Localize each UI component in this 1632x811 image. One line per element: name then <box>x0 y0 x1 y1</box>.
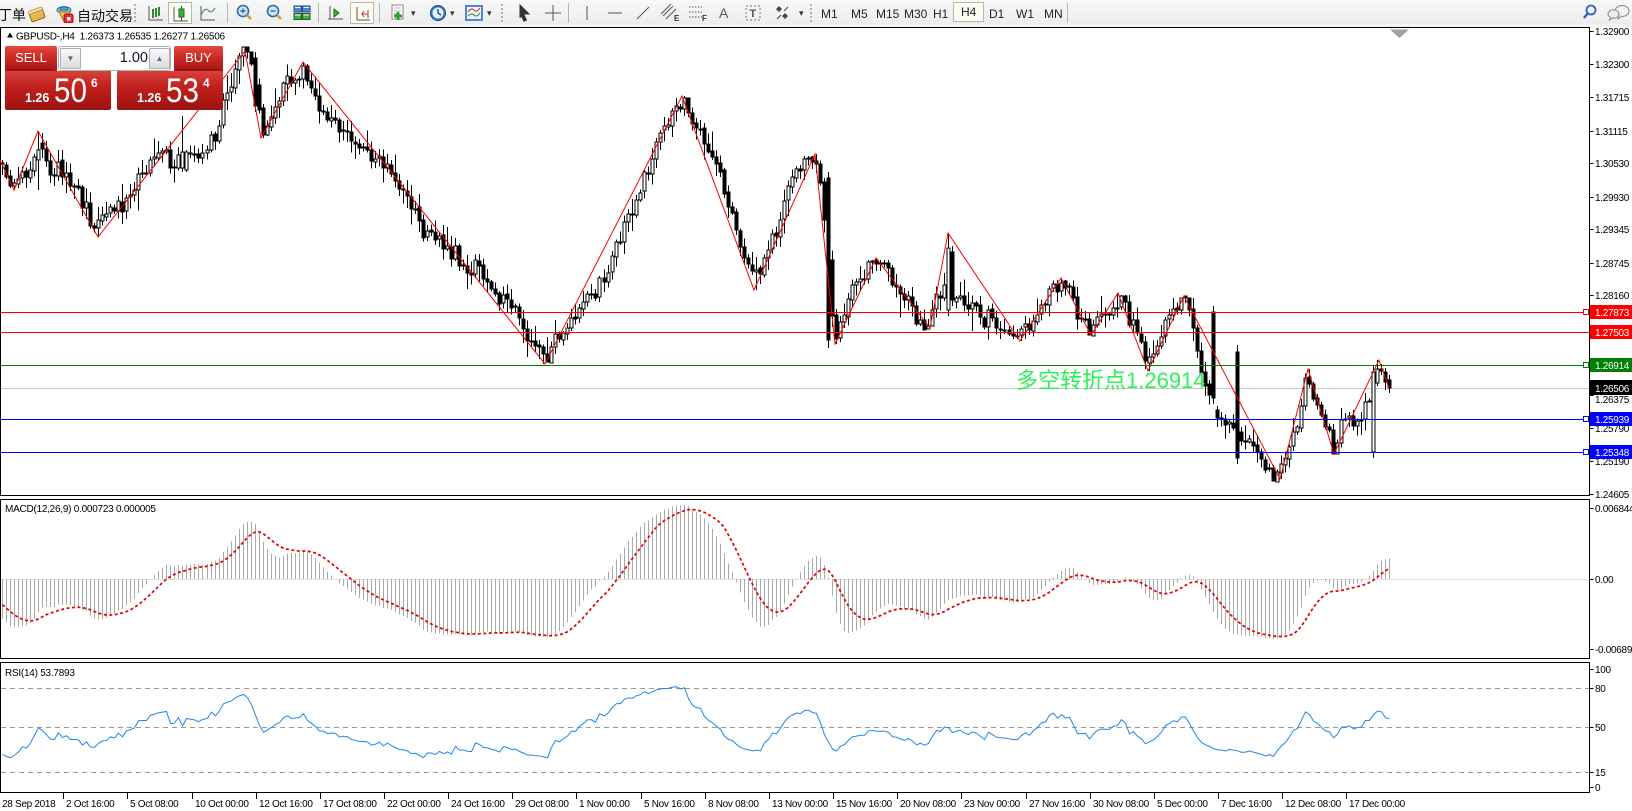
svg-text:E: E <box>674 14 680 23</box>
svg-text:29 Oct 08:00: 29 Oct 08:00 <box>515 799 569 810</box>
svg-text:1.26375: 1.26375 <box>1595 395 1630 406</box>
svg-text:27 Nov 16:00: 27 Nov 16:00 <box>1029 799 1086 810</box>
svg-text:28 Sep 2018: 28 Sep 2018 <box>2 799 56 810</box>
svg-text:1.31715: 1.31715 <box>1595 93 1630 104</box>
svg-text:1.25190: 1.25190 <box>1595 457 1630 468</box>
svg-text:1.27503: 1.27503 <box>1595 328 1630 339</box>
svg-text:30 Nov 08:00: 30 Nov 08:00 <box>1093 799 1150 810</box>
svg-text:1.25348: 1.25348 <box>1595 448 1630 459</box>
svg-text:0.006844: 0.006844 <box>1595 504 1632 515</box>
svg-text:0.00: 0.00 <box>1595 575 1614 586</box>
svg-text:2 Oct 16:00: 2 Oct 16:00 <box>66 799 115 810</box>
svg-text:10 Oct 00:00: 10 Oct 00:00 <box>195 799 249 810</box>
svg-text:1.28745: 1.28745 <box>1595 259 1630 270</box>
svg-text:13 Nov 00:00: 13 Nov 00:00 <box>772 799 829 810</box>
svg-text:1.32300: 1.32300 <box>1595 60 1630 71</box>
svg-text:100: 100 <box>1595 665 1612 676</box>
svg-text:7 Dec 16:00: 7 Dec 16:00 <box>1221 799 1272 810</box>
svg-text:8 Nov 08:00: 8 Nov 08:00 <box>708 799 759 810</box>
svg-text:多空转折点1.26914: 多空转折点1.26914 <box>1016 368 1206 393</box>
svg-text:5 Oct 08:00: 5 Oct 08:00 <box>130 799 179 810</box>
svg-text:-0.006894: -0.006894 <box>1595 645 1632 656</box>
svg-text:1.29345: 1.29345 <box>1595 225 1630 236</box>
svg-text:0: 0 <box>1595 783 1601 794</box>
svg-text:GBPUSD-,H4 1.26373 1.26535 1.: GBPUSD-,H4 1.26373 1.26535 1.26277 1.265… <box>16 32 226 43</box>
svg-text:MACD(12,26,9) 0.000723 0.00000: MACD(12,26,9) 0.000723 0.000005 <box>5 504 156 515</box>
svg-text:15: 15 <box>1595 768 1606 779</box>
svg-text:1.25790: 1.25790 <box>1595 424 1630 435</box>
svg-text:1.27873: 1.27873 <box>1595 308 1630 319</box>
svg-text:1.25939: 1.25939 <box>1595 415 1630 426</box>
svg-text:12 Dec 08:00: 12 Dec 08:00 <box>1285 799 1342 810</box>
svg-text:20 Nov 08:00: 20 Nov 08:00 <box>900 799 957 810</box>
svg-text:5 Nov 16:00: 5 Nov 16:00 <box>644 799 695 810</box>
svg-text:1.26506: 1.26506 <box>1595 384 1630 395</box>
svg-text:24 Oct 16:00: 24 Oct 16:00 <box>451 799 505 810</box>
svg-text:1 Nov 00:00: 1 Nov 00:00 <box>579 799 630 810</box>
svg-text:17 Dec 00:00: 17 Dec 00:00 <box>1349 799 1406 810</box>
svg-text:1.26914: 1.26914 <box>1595 361 1630 372</box>
svg-text:23 Nov 00:00: 23 Nov 00:00 <box>964 799 1021 810</box>
svg-text:1.24605: 1.24605 <box>1595 490 1630 501</box>
svg-text:17 Oct 08:00: 17 Oct 08:00 <box>323 799 377 810</box>
svg-text:50: 50 <box>1595 723 1606 734</box>
svg-text:1.31115: 1.31115 <box>1595 127 1628 138</box>
svg-text:15 Nov 16:00: 15 Nov 16:00 <box>836 799 893 810</box>
svg-text:1.30530: 1.30530 <box>1595 159 1630 170</box>
svg-text:T: T <box>750 8 757 20</box>
svg-text:RSI(14) 53.7893: RSI(14) 53.7893 <box>5 668 75 679</box>
svg-text:1.32900: 1.32900 <box>1595 27 1630 38</box>
svg-text:F: F <box>702 14 707 23</box>
svg-text:22 Oct 00:00: 22 Oct 00:00 <box>387 799 441 810</box>
svg-text:1.29930: 1.29930 <box>1595 193 1630 204</box>
svg-text:5 Dec 00:00: 5 Dec 00:00 <box>1157 799 1208 810</box>
svg-text:80: 80 <box>1595 684 1606 695</box>
svg-text:1.28160: 1.28160 <box>1595 291 1630 302</box>
svg-text:12 Oct 16:00: 12 Oct 16:00 <box>259 799 313 810</box>
